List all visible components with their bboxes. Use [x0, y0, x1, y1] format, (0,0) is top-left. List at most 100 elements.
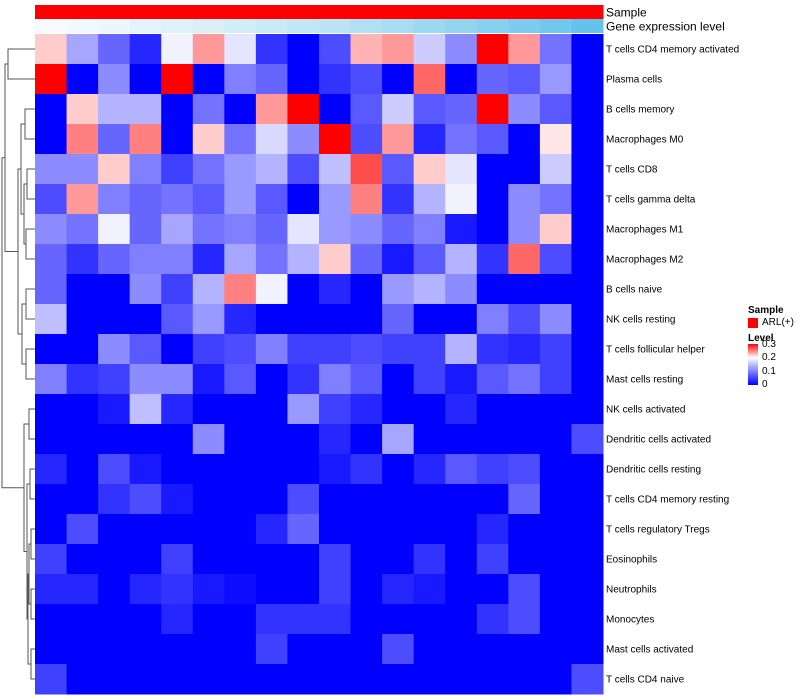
heatmap-cell: [539, 34, 572, 65]
heatmap-cell: [66, 184, 99, 215]
heatmap-cell: [287, 244, 320, 275]
heatmap-cell: [445, 94, 478, 125]
heatmap-cell: [539, 484, 572, 515]
heatmap-cell: [539, 604, 572, 635]
heatmap-cell: [445, 154, 478, 185]
annotation-cell: [129, 19, 162, 33]
heatmap-cell: [319, 244, 352, 275]
heatmap-cell: [224, 334, 257, 365]
heatmap-cell: [571, 34, 604, 65]
heatmap-cell: [255, 484, 288, 515]
heatmap-cell: [508, 274, 541, 305]
heatmap-cell: [350, 394, 383, 425]
heatmap-cell: [129, 124, 162, 155]
heatmap-cell: [445, 244, 478, 275]
heatmap-cell: [66, 604, 99, 635]
heatmap-cell: [413, 664, 446, 695]
heatmap-cell: [161, 94, 194, 125]
heatmap-cell: [287, 604, 320, 635]
heatmap-cell: [192, 364, 225, 395]
heatmap-cell: [413, 514, 446, 545]
heatmap-cell: [224, 514, 257, 545]
heatmap-cell: [445, 64, 478, 95]
annotation-cell: [129, 5, 162, 19]
heatmap-cell: [476, 124, 509, 155]
heatmap-cell: [571, 604, 604, 635]
heatmap-cell: [382, 94, 415, 125]
heatmap-cell: [319, 154, 352, 185]
heatmap-cell: [66, 304, 99, 335]
heatmap-cell: [539, 664, 572, 695]
heatmap-cell: [508, 454, 541, 485]
heatmap-cell: [224, 394, 257, 425]
heatmap-cell: [192, 664, 225, 695]
heatmap-cell: [571, 154, 604, 185]
heatmap-cell: [571, 514, 604, 545]
heatmap-cell: [161, 154, 194, 185]
heatmap-cell: [571, 634, 604, 665]
annotation-cell: [161, 5, 194, 19]
heatmap-cell: [413, 94, 446, 125]
heatmap-cell: [319, 34, 352, 65]
heatmap-cell: [35, 64, 68, 95]
heatmap-cell: [508, 424, 541, 455]
heatmap-cell: [508, 574, 541, 605]
annotation-cell: [571, 19, 604, 33]
heatmap-cell: [129, 334, 162, 365]
sample-legend-label: ARL(+): [762, 317, 794, 328]
heatmap-cell: [571, 454, 604, 485]
dendrogram-branch: [30, 588, 35, 620]
heatmap-cell: [224, 34, 257, 65]
heatmap-cell: [287, 334, 320, 365]
heatmap-cell: [129, 604, 162, 635]
annotation-cell: [319, 5, 352, 19]
annotation-cell: [255, 19, 288, 33]
heatmap-cell: [287, 304, 320, 335]
heatmap-cell: [319, 634, 352, 665]
heatmap-cell: [66, 214, 99, 245]
heatmap-cell: [287, 394, 320, 425]
heatmap-cell: [35, 244, 68, 275]
dendrogram-branch: [30, 648, 35, 680]
heatmap-cell: [192, 424, 225, 455]
heatmap-cell: [161, 364, 194, 395]
heatmap-cell: [539, 574, 572, 605]
heatmap-cell: [539, 634, 572, 665]
heatmap-cell: [35, 124, 68, 155]
heatmap-cell: [287, 214, 320, 245]
heatmap-cell: [224, 634, 257, 665]
dendrogram-branch: [28, 408, 35, 440]
heatmap-cell: [129, 394, 162, 425]
row-label: B cells memory: [606, 105, 674, 116]
heatmap-cell: [413, 184, 446, 215]
heatmap-cell: [445, 364, 478, 395]
heatmap-cell: [539, 94, 572, 125]
heatmap-cell: [161, 34, 194, 65]
heatmap-cell: [413, 484, 446, 515]
heatmap-cell: [571, 244, 604, 275]
heatmap-cell: [255, 604, 288, 635]
heatmap-cell: [476, 454, 509, 485]
level-tick-0: 0: [762, 379, 768, 390]
heatmap-cell: [350, 34, 383, 65]
heatmap-cell: [35, 334, 68, 365]
heatmap-cell: [129, 664, 162, 695]
row-label: Monocytes: [606, 615, 654, 626]
heatmap-cell: [350, 424, 383, 455]
heatmap-cell: [224, 244, 257, 275]
heatmap-cell: [476, 304, 509, 335]
heatmap-cell: [98, 154, 131, 185]
annotation-cell: [35, 5, 68, 19]
annotation-cell: [382, 5, 415, 19]
heatmap-cell: [192, 244, 225, 275]
heatmap-cell: [224, 484, 257, 515]
heatmap-cell: [382, 454, 415, 485]
annotation-cell: [539, 5, 572, 19]
heatmap-cell: [287, 514, 320, 545]
heatmap-cell: [382, 544, 415, 575]
heatmap-cell: [161, 334, 194, 365]
heatmap-cell: [476, 94, 509, 125]
level-colorbar: [748, 344, 758, 385]
heatmap-cell: [571, 364, 604, 395]
annotation-cell: [35, 19, 68, 33]
